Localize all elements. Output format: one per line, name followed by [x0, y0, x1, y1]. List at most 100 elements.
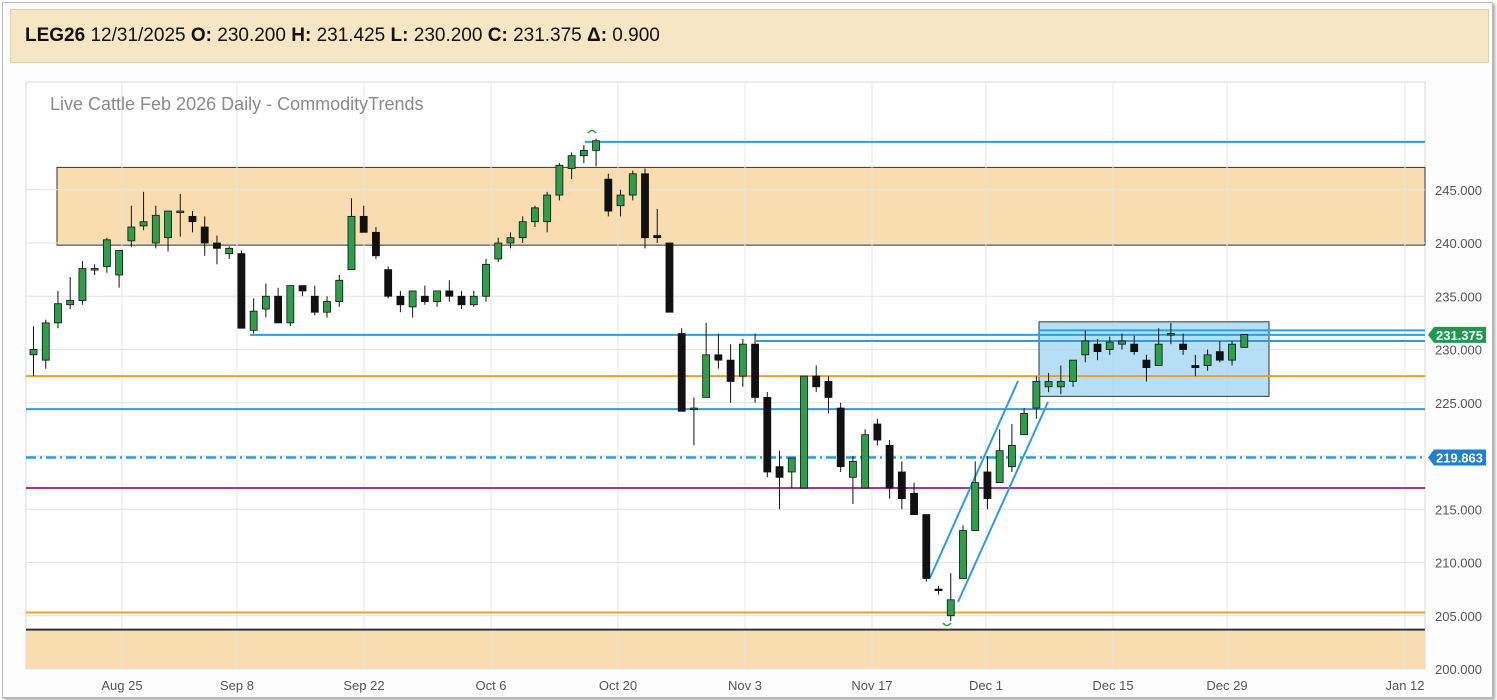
lower-demand-zone — [26, 629, 1425, 669]
symbol: LEG26 — [25, 25, 86, 46]
candle-up — [592, 140, 600, 151]
x-tick-label: Oct 20 — [599, 678, 637, 693]
price-label-231.375: 231.375 — [1436, 328, 1483, 343]
candle-up — [78, 268, 87, 301]
candle-up — [738, 343, 747, 377]
x-tick-label: Dec 1 — [969, 678, 1003, 693]
candle-down — [213, 242, 221, 249]
candle-up — [861, 434, 870, 489]
candle-down — [653, 235, 662, 239]
x-tick-label: Jan 12 — [1385, 678, 1424, 693]
candle-up — [555, 164, 564, 196]
candle-up — [1044, 381, 1053, 388]
candle-down — [420, 295, 429, 302]
x-tick-label: Aug 25 — [101, 678, 142, 693]
candle-up — [628, 173, 637, 196]
candle-up — [1154, 343, 1163, 366]
candle-up — [531, 207, 539, 223]
candle-up — [41, 322, 50, 361]
change-label: Δ: — [587, 25, 608, 46]
candle-down — [897, 471, 906, 500]
candle-up — [225, 247, 234, 255]
candle-up — [849, 460, 857, 478]
low-value: 230.200 — [413, 25, 483, 46]
candle-down — [910, 492, 918, 515]
candle-up — [139, 221, 148, 227]
candle-down — [457, 295, 466, 306]
candle-up — [90, 268, 99, 271]
candle-up — [690, 407, 698, 410]
close-value: 231.375 — [513, 25, 582, 46]
y-tick-label: 230.000 — [1435, 343, 1482, 358]
y-tick-label: 215.000 — [1435, 502, 1482, 517]
y-tick-label: 245.000 — [1435, 183, 1482, 198]
candle-up — [1008, 444, 1016, 468]
candle-down — [200, 226, 209, 244]
candle-down — [677, 333, 686, 412]
chart-title: Live Cattle Feb 2026 Daily - CommodityTr… — [50, 94, 423, 114]
candle-down — [983, 471, 992, 500]
ohlc-header: LEG26 12/31/2025 O: 230.200 H: 231.425 L… — [10, 9, 1489, 63]
candle-down — [726, 359, 735, 382]
x-tick-label: Oct 6 — [475, 678, 506, 693]
candle-up — [1105, 341, 1114, 350]
y-tick-label: 235.000 — [1435, 289, 1482, 304]
y-tick-label: 200.000 — [1435, 662, 1482, 677]
candle-down — [384, 269, 393, 297]
y-tick-label: 225.000 — [1435, 396, 1482, 411]
candle-down — [237, 253, 246, 329]
candle-up — [567, 155, 576, 169]
candle-up — [1228, 343, 1236, 361]
candle-up — [127, 226, 136, 242]
candle-up — [995, 450, 1004, 484]
candle-down — [885, 444, 894, 489]
close-label: C: — [487, 25, 508, 46]
candle-down — [1093, 343, 1102, 353]
candle-down — [714, 354, 723, 361]
candle-up — [54, 303, 62, 324]
bar-date: 12/31/2025 — [90, 25, 186, 46]
candle-up — [494, 242, 503, 260]
candle-up — [946, 599, 955, 617]
candle-down — [922, 514, 931, 579]
candle-up — [1081, 340, 1090, 356]
candle-down — [188, 215, 197, 223]
candle-down — [763, 397, 772, 473]
candle-up — [543, 194, 552, 223]
candle-up — [249, 310, 258, 331]
x-tick-label: Nov 3 — [728, 678, 762, 693]
candle-up — [286, 285, 295, 324]
channel-lower — [957, 401, 1049, 603]
candle-up — [1118, 340, 1126, 345]
candle-up — [1069, 359, 1077, 382]
price-label-box — [1428, 326, 1486, 343]
candle-up — [1020, 412, 1029, 436]
candle-down — [1179, 343, 1188, 350]
candle-up — [29, 349, 38, 356]
x-tick-label: Sep 22 — [343, 678, 384, 693]
upper-supply-zone — [56, 166, 1426, 246]
candle-down — [934, 588, 943, 592]
candle-up — [176, 210, 185, 213]
candle-up — [702, 354, 711, 398]
candle-down — [873, 423, 882, 441]
candle-up — [616, 194, 625, 207]
candle-up — [433, 290, 441, 302]
candle-up — [518, 221, 527, 239]
candle-down — [836, 407, 845, 468]
change-value: 0.900 — [612, 25, 660, 46]
candle-up — [800, 375, 808, 489]
candle-down — [1130, 343, 1139, 353]
candle-up — [506, 237, 515, 244]
candle-down — [1142, 359, 1151, 369]
candle-down — [824, 381, 833, 398]
candle-down — [372, 231, 380, 257]
candle-up — [261, 295, 270, 310]
candle-up — [335, 279, 344, 302]
candle-up — [959, 530, 967, 579]
candle-up — [102, 239, 111, 267]
open-value: 230.200 — [217, 25, 286, 46]
y-tick-label: 210.000 — [1435, 556, 1482, 571]
low-label: L: — [390, 25, 409, 46]
